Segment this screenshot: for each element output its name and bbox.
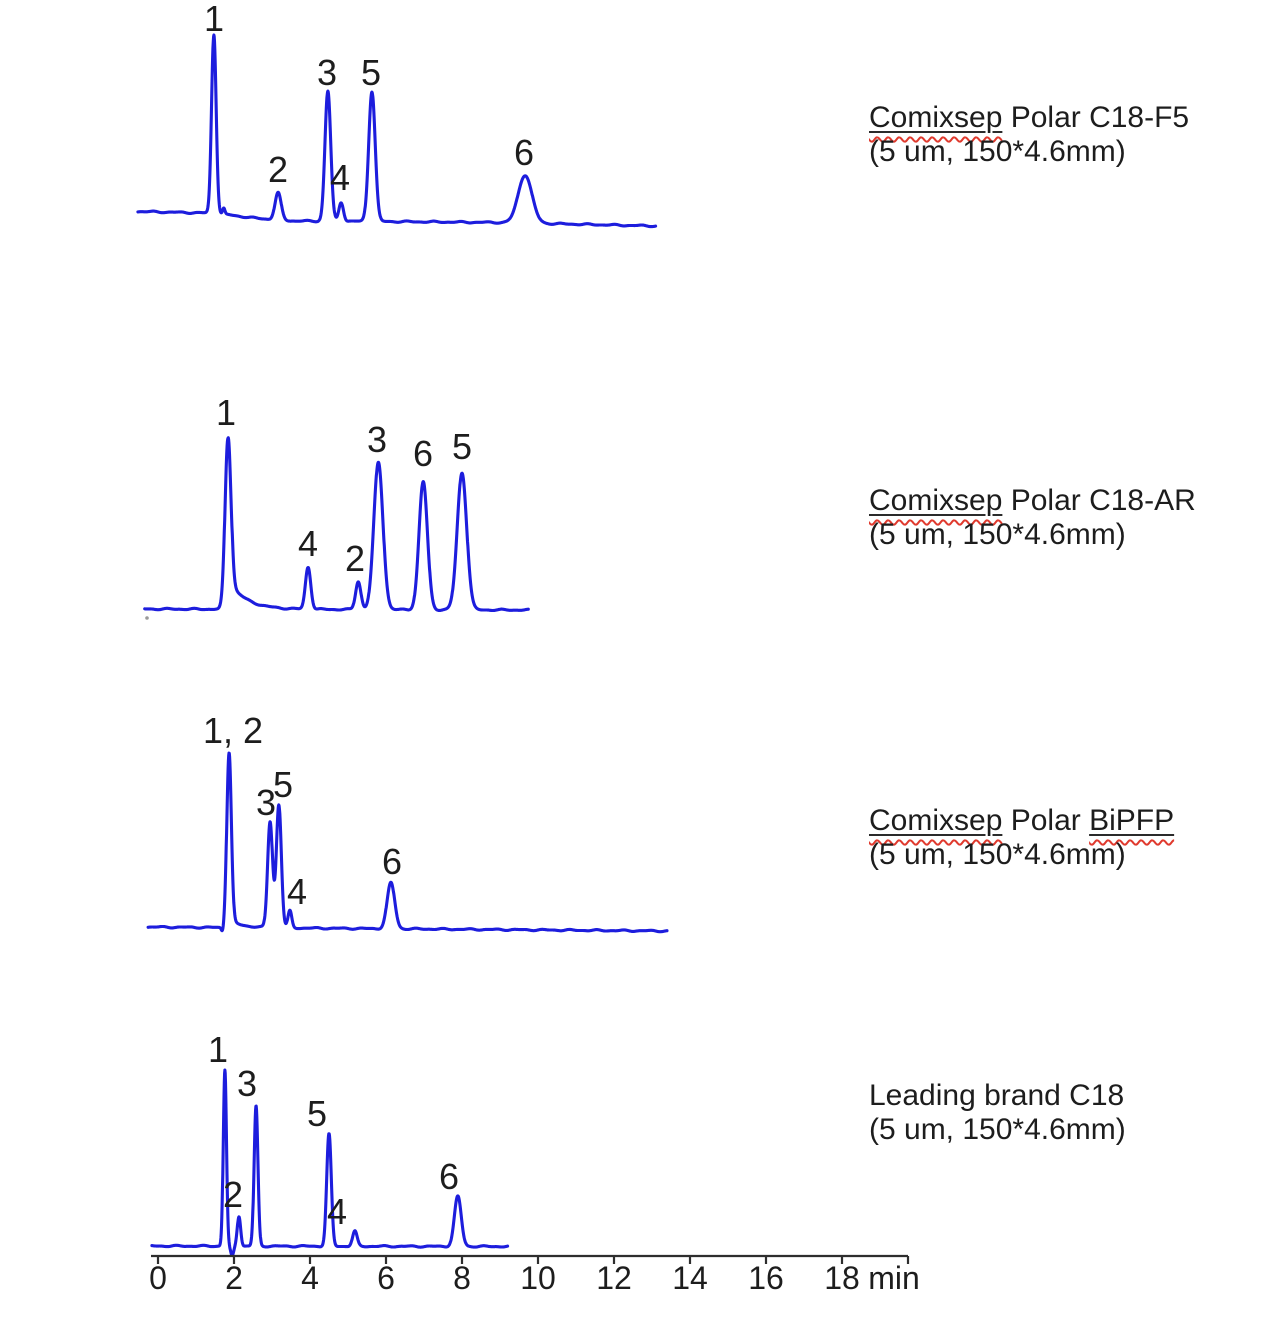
- x-axis-tick-label: 12: [596, 1260, 632, 1296]
- peak-label: 4: [287, 871, 307, 912]
- label-word: Polar C18-AR: [1002, 484, 1196, 517]
- peak-label: 4: [327, 1191, 347, 1232]
- chromatogram-comixsep-polar-c18-f5: 1 2 3 4 5 6: [136, 0, 658, 229]
- peak-label: 5: [452, 426, 472, 467]
- column-label-leading-brand: Leading brand C18 (5 um, 150*4.6mm): [869, 1079, 1259, 1147]
- label-word: Comixsep: [869, 101, 1003, 134]
- x-axis-unit-label: min: [868, 1260, 920, 1296]
- column-label-bipfp: Comixsep Polar BiPFP (5 um, 150*4.6mm): [869, 804, 1259, 872]
- peak-label: 4: [330, 157, 350, 198]
- peak-label: 3: [317, 52, 337, 93]
- column-label-subtitle: (5 um, 150*4.6mm): [869, 838, 1126, 871]
- x-axis-tick-label: 4: [301, 1260, 319, 1296]
- label-word: Polar C18-F5: [1002, 101, 1190, 134]
- chromatogram-comixsep-polar-c18-ar: 1 4 2 3 6 5: [143, 392, 530, 620]
- trace-comixsep-polar-c18-f5: [136, 33, 658, 229]
- column-label-title: Leading brand C18: [869, 1079, 1259, 1113]
- column-label-subtitle: (5 um, 150*4.6mm): [869, 135, 1126, 168]
- x-axis-tick-label: 16: [748, 1260, 784, 1296]
- peak-label: 2: [268, 149, 288, 190]
- column-label-title: Comixsep Polar BiPFP: [869, 804, 1259, 838]
- label-word: Leading brand C18: [869, 1079, 1125, 1112]
- peak-label: 3: [237, 1063, 257, 1104]
- peak-label: 1: [208, 1029, 228, 1070]
- peak-label: 3: [367, 419, 387, 460]
- label-word: BiPFP: [1089, 804, 1175, 837]
- peak-label: 6: [514, 132, 534, 173]
- peak-label: 2: [345, 538, 365, 579]
- peak-label: 6: [439, 1156, 459, 1197]
- x-axis-tick-label: 0: [149, 1260, 167, 1296]
- peak-label: 4: [298, 523, 318, 564]
- peak-label: 1: [216, 392, 236, 433]
- peak-label: 6: [382, 841, 402, 882]
- peak-label: 5: [307, 1093, 327, 1134]
- label-word: Comixsep: [869, 804, 1003, 837]
- trace-leading-brand-c18: [150, 1068, 510, 1258]
- column-label-subtitle: (5 um, 150*4.6mm): [869, 1113, 1126, 1146]
- column-label-c18-ar: Comixsep Polar C18-AR (5 um, 150*4.6mm): [869, 484, 1259, 552]
- peak-label: 5: [273, 764, 293, 805]
- peak-label: 1: [204, 0, 224, 39]
- peak-label: 2: [223, 1174, 243, 1215]
- column-label-subtitle: (5 um, 150*4.6mm): [869, 518, 1126, 551]
- column-label-c18-f5: Comixsep Polar C18-F5 (5 um, 150*4.6mm): [869, 101, 1259, 169]
- label-word: Polar: [1002, 804, 1090, 837]
- chromatogram-leading-brand-c18: 1 2 3 5 4 6: [150, 1029, 510, 1258]
- x-axis-tick-label: 2: [225, 1260, 243, 1296]
- column-label-title: Comixsep Polar C18-AR: [869, 484, 1259, 518]
- x-axis: 0 2 4 6 8 10 12 14 16 18 min: [149, 1254, 920, 1296]
- peak-label: 6: [413, 433, 433, 474]
- x-axis-tick-label: 10: [520, 1260, 556, 1296]
- trace-start-artifact-dot: [145, 616, 149, 620]
- x-axis-tick-label: 18: [824, 1260, 860, 1296]
- peak-label: 3: [256, 782, 276, 823]
- x-axis-tick-label: 6: [377, 1260, 395, 1296]
- peak-label: 5: [361, 52, 381, 93]
- column-label-title: Comixsep Polar C18-F5: [869, 101, 1259, 135]
- trace-comixsep-polar-c18-ar: [143, 436, 530, 613]
- x-axis-tick-label: 14: [672, 1260, 708, 1296]
- label-word: Comixsep: [869, 484, 1003, 517]
- peak-label: 1, 2: [203, 710, 263, 751]
- trace-comixsep-polar-bipfp: [146, 751, 669, 934]
- x-axis-tick-label: 8: [453, 1260, 471, 1296]
- chromatogram-comixsep-polar-bipfp: 1, 2 35 4 6: [146, 710, 669, 934]
